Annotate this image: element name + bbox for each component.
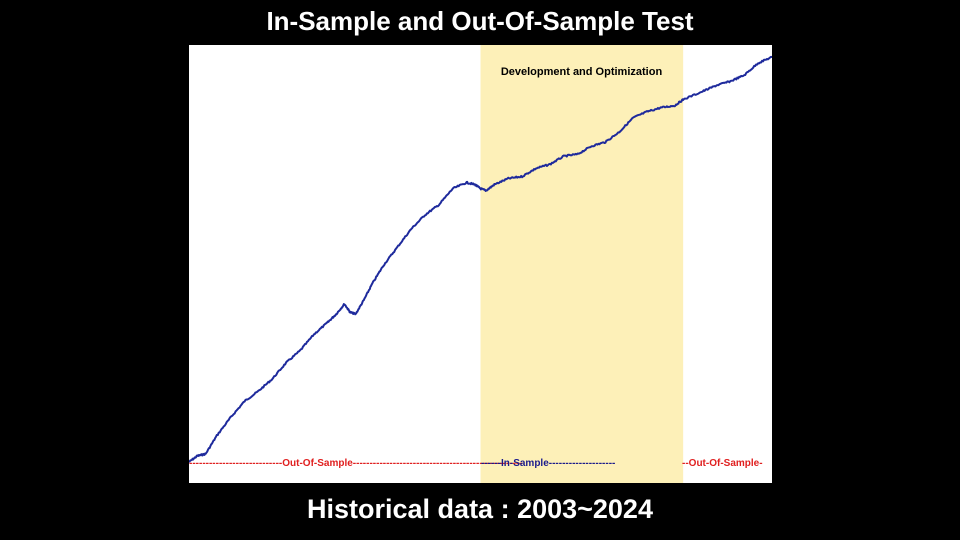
segment-label-out-of-sample-left: ----------------------------Out-Of-Sampl… (189, 458, 523, 469)
page-title: In-Sample and Out-Of-Sample Test (266, 6, 694, 36)
band-label: Development and Optimization (500, 66, 663, 78)
segment-label-in-sample: ------In-Sample-------------------- (481, 458, 616, 469)
segment-label-out-of-sample-right: --Out-Of-Sample- (682, 458, 763, 469)
in-sample-band (480, 45, 684, 483)
equity-curve-chart (189, 45, 772, 483)
footer-caption: Historical data : 2003~2024 (307, 494, 653, 524)
chart-plot-area: Development and Optimization -----------… (189, 45, 772, 483)
equity-series-line (189, 55, 772, 463)
